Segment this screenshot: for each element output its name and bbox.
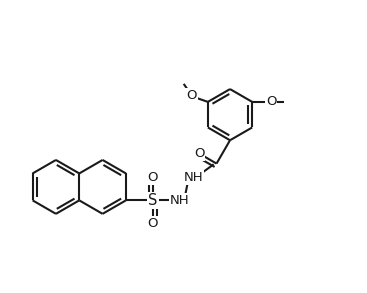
- Text: O: O: [266, 96, 276, 108]
- Text: O: O: [194, 147, 204, 160]
- Text: NH: NH: [184, 171, 203, 183]
- Text: NH: NH: [170, 194, 190, 207]
- Text: O: O: [148, 171, 158, 184]
- Text: O: O: [148, 217, 158, 230]
- Text: O: O: [186, 89, 197, 102]
- Text: S: S: [148, 193, 157, 208]
